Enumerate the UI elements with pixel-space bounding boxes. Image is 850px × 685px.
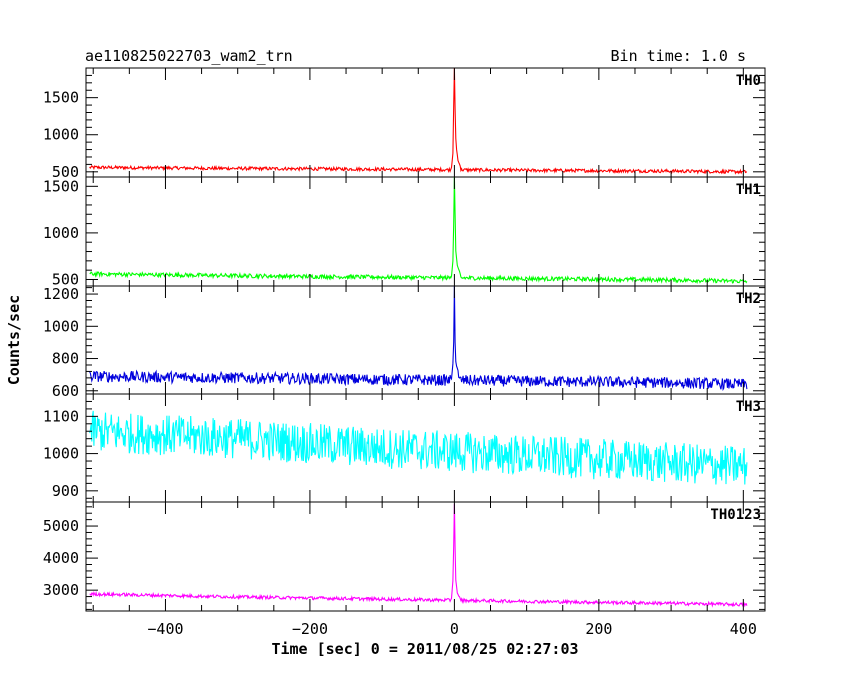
y-axis-title: Counts/sec [5,295,23,385]
series-th2 [89,285,748,392]
panel-frames [85,67,766,612]
x-tick-label: −200 [292,620,328,638]
series-th0 [89,68,748,175]
y-tick-label: 1500 [43,89,79,107]
y-tick-label: 1000 [43,445,79,463]
panel-frame-th1 [85,176,766,287]
panel-label-th0: TH0 [736,73,761,89]
y-tick-label: 1000 [43,317,79,335]
y-tick-label: 600 [52,382,79,400]
y-tick-label: 500 [52,270,79,288]
x-tick-label: −400 [147,620,183,638]
y-tick-label: 4000 [43,549,79,567]
x-axis-title: Time [sec] 0 = 2011/08/25 02:27:03 [271,640,578,658]
x-tick-label: 200 [585,620,612,638]
panel-label-th0123: TH0123 [710,507,761,523]
y-tick-label: 900 [52,482,79,500]
panel-label-th3: TH3 [736,399,761,415]
y-tick-label: 500 [52,163,79,181]
series-layer [89,68,748,608]
chart-title: ae110825022703_wam2_trn [85,47,293,65]
panel-label-th2: TH2 [736,291,761,307]
x-tick-label: 0 [450,620,459,638]
x-tick-label: 400 [730,620,757,638]
y-tick-label: 1500 [43,177,79,195]
y-tick-label: 3000 [43,581,79,599]
bin-time-label: Bin time: 1.0 s [611,47,746,65]
y-tick-label: 800 [52,350,79,368]
panel-frame-th0 [85,67,766,178]
y-tick-label: 1100 [43,407,79,425]
panel-label-th1: TH1 [736,182,761,198]
tick-layer: 500 1000 1500 TH0 500 1000 1500 TH1 600 800 1000 12… [43,67,765,638]
panel-frame-th0123 [85,501,766,612]
y-tick-label: 1000 [43,224,79,242]
y-tick-label: 5000 [43,517,79,535]
y-tick-label: 1000 [43,126,79,144]
series-th1 [89,176,748,285]
series-th0123 [89,503,748,608]
y-tick-label: 1200 [43,285,79,303]
series-th3 [89,410,748,485]
